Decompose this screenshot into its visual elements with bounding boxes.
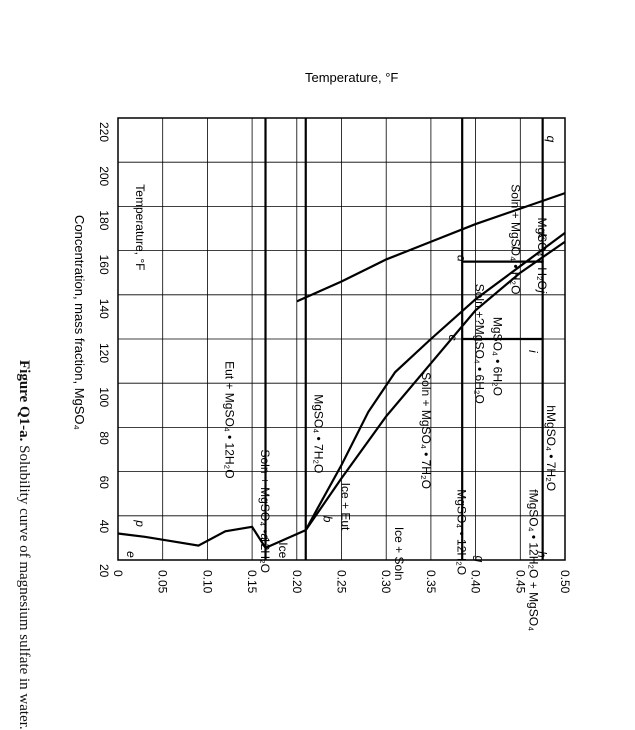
point-label: d xyxy=(455,255,469,262)
y-tick-label: 100 xyxy=(97,387,111,407)
region-label: hMgSO₄ • 7H₂O xyxy=(544,405,558,491)
x-tick-label: 0.20 xyxy=(290,570,304,594)
series-line xyxy=(265,240,566,549)
x-tick-label: 0.45 xyxy=(513,570,527,594)
y-tick-label: 80 xyxy=(97,431,111,445)
region-label: MgSO₄ • H₂O xyxy=(535,217,549,289)
x-tick-label: 0.40 xyxy=(469,570,483,594)
x-tick-label: 0 xyxy=(111,570,125,577)
y-tick-label: 40 xyxy=(97,520,111,534)
y-tick-label: 180 xyxy=(97,210,111,230)
region-label: MgSO₄ • 12H₂O xyxy=(455,489,469,575)
x-tick-label: 0.30 xyxy=(379,570,393,594)
point-label: e xyxy=(124,551,138,558)
point-label: l xyxy=(508,246,522,249)
point-label: b xyxy=(321,516,335,523)
y-tick-label: 20 xyxy=(97,564,111,578)
y-tick-label: 120 xyxy=(97,343,111,363)
point-label: h xyxy=(535,551,549,558)
point-label: c xyxy=(446,335,460,341)
y-tick-label: 140 xyxy=(97,299,111,319)
y-tick-label: 200 xyxy=(97,166,111,186)
x-tick-label: 0.10 xyxy=(200,570,214,594)
x-tick-label: 0.50 xyxy=(558,570,572,594)
region-label: Eut + MgSO₄ • 12H₂O xyxy=(222,361,236,478)
region-label: Ice + Soln xyxy=(392,527,406,581)
caption-label: Figure Q1-a. xyxy=(16,360,32,442)
region-label: Ice xyxy=(276,542,290,558)
y-tick-label: 160 xyxy=(97,255,111,275)
point-label: p xyxy=(133,519,147,527)
x-tick-label: 0.05 xyxy=(156,570,170,594)
chart-curves xyxy=(117,118,566,560)
y-tick-label: 220 xyxy=(97,122,111,142)
x-tick-label: 0.35 xyxy=(424,570,438,594)
region-label: MgSO₄ • 7H₂O xyxy=(312,394,326,473)
region-label: Ice + Eut xyxy=(339,483,353,531)
region-label: Soln +?MgSO₄ • 6H₂O xyxy=(473,284,487,404)
region-label: Temperature, °F xyxy=(133,184,147,270)
series-line xyxy=(117,525,267,549)
x-tick-label: 0.25 xyxy=(335,570,349,594)
y-tick-label: 60 xyxy=(97,476,111,490)
figure-caption: Figure Q1-a. Solubility curve of magnesi… xyxy=(15,360,32,730)
x-tick-label: 0.15 xyxy=(245,570,259,594)
point-label: g xyxy=(473,556,487,563)
chart-grid xyxy=(117,117,566,561)
point-label: j xyxy=(535,288,549,293)
series-line xyxy=(296,192,566,303)
region-label: Soln + MgSO₄ • 7H₂O xyxy=(419,372,433,489)
point-label: k xyxy=(535,233,549,240)
region-label: fMgSO₄ • 12H₂O + MgSO₄ xyxy=(526,489,540,631)
caption-text: Solubility curve of magnesium sulfate in… xyxy=(16,445,32,730)
chart-labels: Temperature, °F Eut + MgSO₄ • 12H₂O Soln +… xyxy=(72,70,558,631)
solubility-chart: 0 0.05 0.10 0.15 0.20 0.25 0.30 0.35 0.40 0.45 0.5… xyxy=(72,70,572,631)
chart-ticks: 0 0.05 0.10 0.15 0.20 0.25 0.30 0.35 0.40 0.45 0.5… xyxy=(97,122,572,594)
region-label: Soln + MgSO₄ • H₂O xyxy=(508,184,522,294)
point-label: a xyxy=(258,533,272,540)
y-axis-label: Temperature, °F xyxy=(305,70,398,85)
region-label: Soln + MgSO₄ • 12H₂O xyxy=(258,450,272,573)
region-label: MgSO₄ • 6H₂O xyxy=(490,317,504,396)
x-axis-label: Concentration, mass fraction, MgSO₄ xyxy=(72,215,87,430)
point-label: q xyxy=(544,136,558,143)
series-line xyxy=(304,232,566,531)
point-label: i xyxy=(526,350,540,353)
